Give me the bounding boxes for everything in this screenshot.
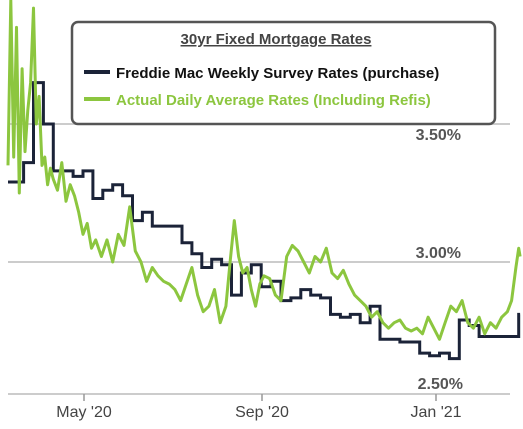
legend-label-freddie: Freddie Mac Weekly Survey Rates (purchas… [116,65,439,82]
series-line-daily-average [6,0,522,341]
y-tick-label: 3.00% [416,245,461,262]
legend: 30yr Fixed Mortgage Rates Freddie Mac We… [70,20,497,126]
legend-label-daily: Actual Daily Average Rates (Including Re… [116,92,431,109]
x-tick-label: May '20 [56,404,112,421]
y-tick-label: 3.50% [416,127,461,144]
x-tick-label: Sep '20 [235,404,289,421]
chart-title: 30yr Fixed Mortgage Rates [181,31,372,48]
x-tick-label: Jan '21 [410,404,461,421]
legend-box [70,20,497,126]
series-line-freddie-mac [8,81,521,361]
y-tick-label: 2.50% [418,376,463,393]
